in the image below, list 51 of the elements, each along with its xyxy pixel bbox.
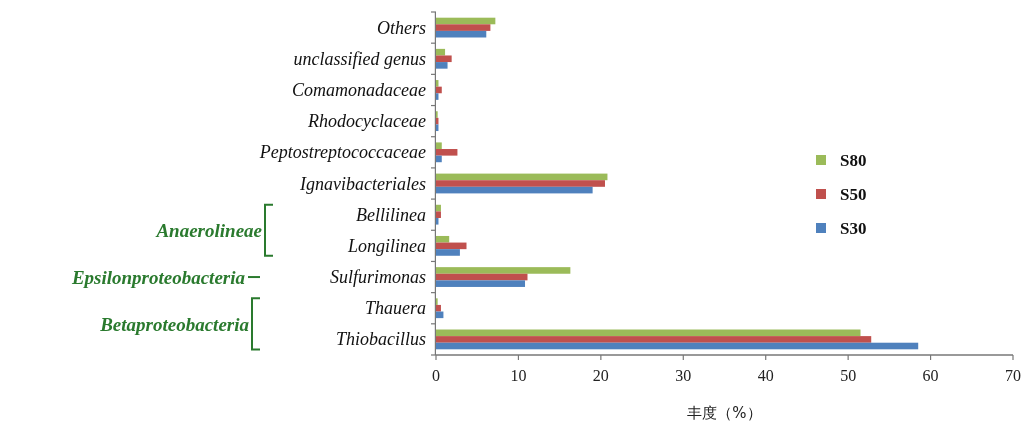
legend-label: S80 [840,151,867,170]
x-tick-label: 30 [675,367,692,384]
legend-label: S50 [840,185,867,204]
bar [436,180,605,187]
y-tick-label: Ignavibacteriales [299,173,426,194]
y-tick-label: Comamonadaceae [292,79,426,100]
x-tick-label: 50 [840,367,857,384]
y-tick-label: Thiobacillus [335,329,426,350]
bar [436,86,442,94]
text: Anaerolineae [155,220,263,242]
bar [436,242,467,250]
bar [436,342,919,350]
bar [436,329,861,337]
bar [436,173,608,181]
x-tick-label: 10 [510,367,527,384]
x-tick-label: 40 [757,367,774,384]
bar [436,204,441,212]
bar [436,186,593,194]
bar [436,55,452,63]
y-tick-label: Bellilinea [356,204,426,225]
bar [436,30,487,38]
legend-label: S30 [840,219,867,238]
bar [436,211,441,218]
bar [436,17,496,25]
bar [436,273,528,281]
x-tick-label: 60 [922,367,939,384]
y-tick-label: Rhodocyclaceae [307,111,426,132]
bar [436,249,460,256]
bar [436,280,526,287]
y-tick-label: Peptostreptococcaceae [258,142,426,163]
bar [436,24,491,31]
x-tick-label: 20 [592,367,609,384]
text: Betaproteobacteria [99,313,250,335]
y-tick-label: Others [377,17,426,38]
bar [436,304,441,312]
y-tick-label: Sulfurimonas [329,267,426,288]
bar [436,267,571,274]
x-tick-label: 70 [1005,367,1021,384]
x-tick-label: 0 [432,367,440,384]
bar [436,48,446,56]
bar [436,336,872,343]
bar [436,149,458,156]
text: Epsilonproteobacteria [70,267,246,289]
y-tick-label: unclassified genus [293,48,426,69]
bar [436,235,450,243]
bar [436,155,442,163]
y-tick-label: Thauera [364,298,426,319]
bar [436,62,448,69]
x-axis-title: 丰度（%） [687,404,762,422]
y-tick-label: Longilinea [346,235,426,256]
bar [436,142,442,150]
